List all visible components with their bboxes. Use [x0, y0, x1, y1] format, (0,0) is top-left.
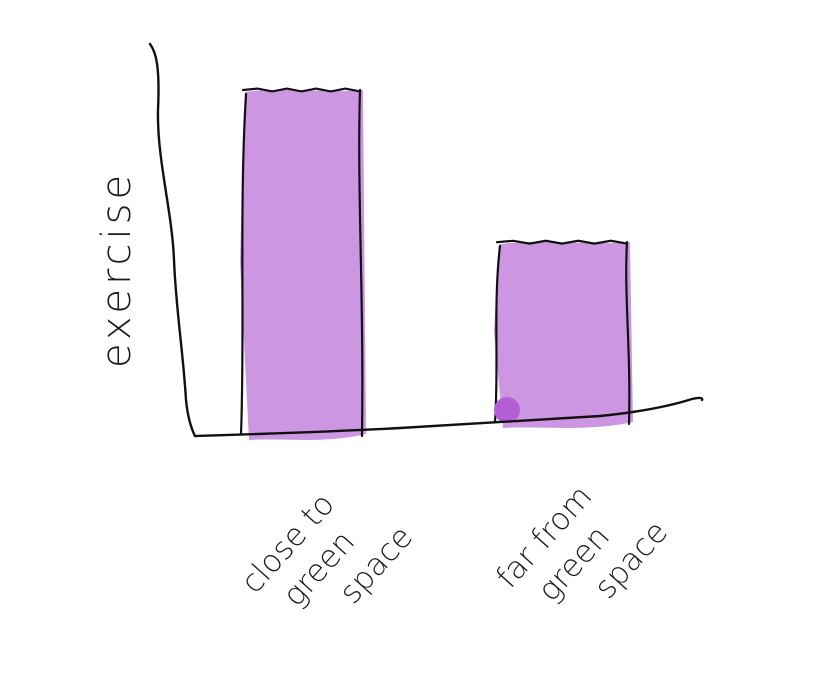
bars-group	[239, 87, 633, 440]
bar-fill	[494, 242, 633, 428]
marker-dot	[494, 397, 520, 423]
x-tick-label-1: close togreenspace	[234, 466, 420, 654]
y-axis-line	[148, 42, 197, 438]
bar-1	[239, 87, 366, 440]
x-axis-line	[193, 396, 704, 438]
y-axis-label: exercise	[94, 171, 140, 368]
bar-outline	[493, 239, 631, 426]
bar-fill	[240, 89, 366, 440]
x-tick-label-2: far fromgreenspace	[489, 461, 675, 649]
axes-group	[148, 42, 704, 438]
bar-outline	[239, 87, 364, 438]
bar-2	[493, 239, 633, 428]
